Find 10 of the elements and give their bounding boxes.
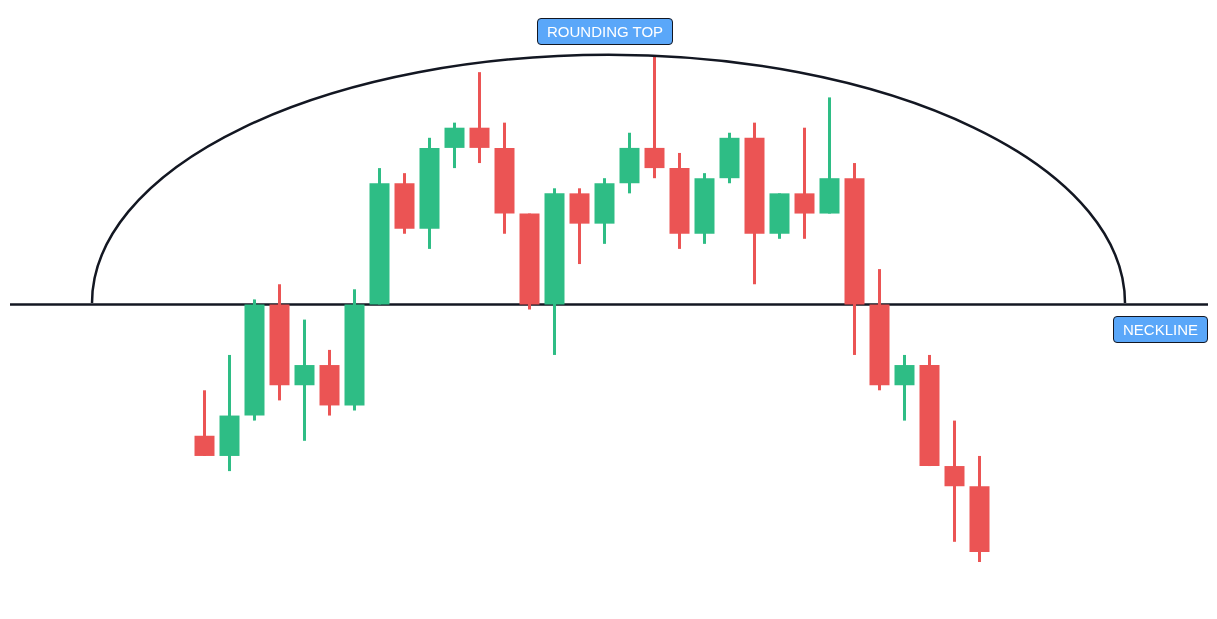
candlestick (444, 122, 465, 170)
ref-line-label: NECKLINE (1113, 316, 1209, 344)
candlestick (294, 319, 315, 441)
text: ROUNDING TOP (537, 18, 674, 45)
candlestick (894, 353, 915, 421)
candlestick (944, 420, 965, 542)
candlestick (194, 390, 215, 456)
candlestick (794, 127, 815, 239)
candlestick (469, 72, 490, 165)
candlestick (644, 57, 665, 180)
